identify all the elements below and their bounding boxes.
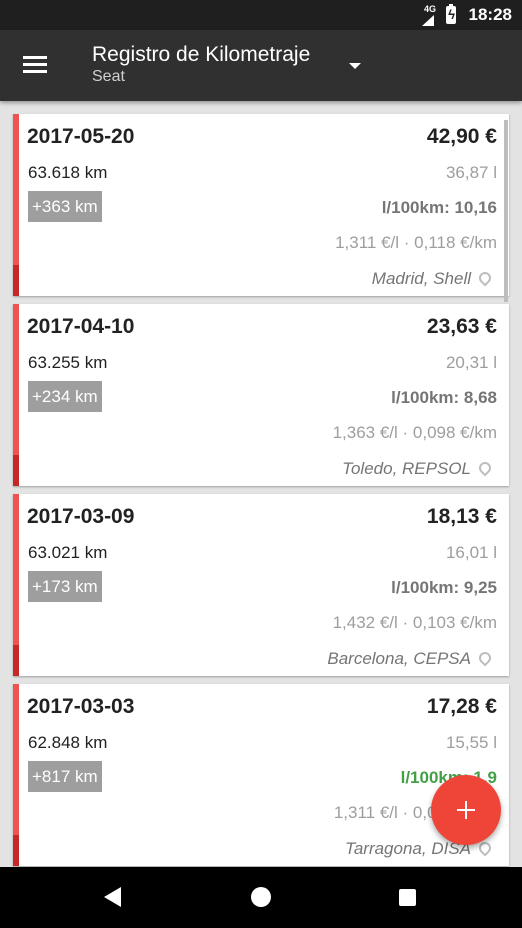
entry-litres: 36,87 l	[445, 163, 497, 182]
distance-badge: +817 km	[28, 761, 102, 792]
status-bar: 4G ϟ 18:28	[0, 0, 522, 30]
location-pin-icon	[476, 649, 494, 667]
card-stripe-dark	[13, 265, 19, 296]
card-stripe	[13, 114, 19, 265]
entry-price: 42,90 €	[426, 125, 497, 148]
vehicle-subtitle[interactable]: Seat	[92, 68, 125, 85]
recent-apps-icon[interactable]	[399, 889, 416, 906]
location-pin-icon	[476, 269, 494, 287]
network-type: 4G	[423, 4, 436, 14]
entry-consumption: l/100km: 9,25	[391, 578, 497, 597]
dropdown-arrow-icon[interactable]	[349, 63, 361, 69]
entry-consumption: l/100km: 8,68	[391, 388, 497, 407]
card-stripe	[13, 304, 19, 455]
entry-location: Madrid, Shell	[371, 269, 471, 288]
fuel-entry-card[interactable]: 2017-03-09 18,13 € 63.021 km 16,01 l +17…	[13, 494, 509, 676]
fuel-entry-card[interactable]: 2017-04-10 23,63 € 63.255 km 20,31 l +23…	[13, 304, 509, 486]
entry-odometer: 63.255 km	[28, 353, 108, 372]
entry-unit-prices: 1,432 €/l · 0,103 €/km	[332, 613, 497, 632]
battery-charging-icon	[446, 4, 456, 24]
entry-date: 2017-04-10	[27, 315, 135, 338]
entry-location: Tarragona, DISA	[345, 839, 471, 858]
entry-litres: 15,55 l	[445, 733, 497, 752]
entry-price: 23,63 €	[426, 315, 497, 338]
entry-date: 2017-03-03	[27, 695, 135, 718]
entry-odometer: 63.618 km	[28, 163, 108, 182]
back-icon[interactable]	[104, 887, 121, 907]
app-title: Registro de Kilometraje	[92, 43, 311, 66]
fuel-entry-card[interactable]: 2017-05-20 42,90 € 63.618 km 36,87 l +36…	[13, 114, 509, 296]
card-stripe-dark	[13, 455, 19, 486]
entry-odometer: 63.021 km	[28, 543, 108, 562]
app-bar: Registro de Kilometraje Seat	[0, 30, 522, 101]
signal-icon	[422, 15, 434, 26]
home-icon[interactable]	[251, 887, 271, 907]
fuel-entry-list[interactable]: 2017-05-20 42,90 € 63.618 km 36,87 l +36…	[0, 101, 522, 867]
entry-unit-prices: 1,311 €/l · 0,118 €/km	[335, 233, 497, 252]
status-time: 18:28	[468, 5, 512, 24]
entry-location: Toledo, REPSOL	[342, 459, 471, 478]
entry-consumption: l/100km: 10,16	[381, 198, 497, 217]
distance-badge: +363 km	[28, 191, 102, 222]
card-stripe-dark	[13, 645, 19, 676]
entry-date: 2017-03-09	[27, 505, 135, 528]
distance-badge: +234 km	[28, 381, 102, 412]
charging-bolt-icon: ϟ	[448, 7, 455, 22]
card-stripe	[13, 684, 19, 835]
plus-icon-vertical	[465, 801, 467, 819]
entry-odometer: 62.848 km	[28, 733, 108, 752]
scrollbar[interactable]	[504, 120, 508, 302]
entry-location: Barcelona, CEPSA	[327, 649, 471, 668]
entry-unit-prices: 1,363 €/l · 0,098 €/km	[332, 423, 497, 442]
entry-price: 17,28 €	[426, 695, 497, 718]
entry-litres: 20,31 l	[445, 353, 497, 372]
distance-badge: +173 km	[28, 571, 102, 602]
add-entry-button[interactable]	[431, 775, 501, 845]
fuel-entry-card[interactable]: 2017-03-03 17,28 € 62.848 km 15,55 l +81…	[13, 684, 509, 866]
card-stripe	[13, 494, 19, 645]
menu-icon[interactable]	[23, 56, 47, 74]
card-stripe-dark	[13, 835, 19, 866]
navigation-bar	[0, 867, 522, 928]
location-pin-icon	[476, 459, 494, 477]
entry-litres: 16,01 l	[445, 543, 497, 562]
entry-date: 2017-05-20	[27, 125, 135, 148]
entry-price: 18,13 €	[426, 505, 497, 528]
